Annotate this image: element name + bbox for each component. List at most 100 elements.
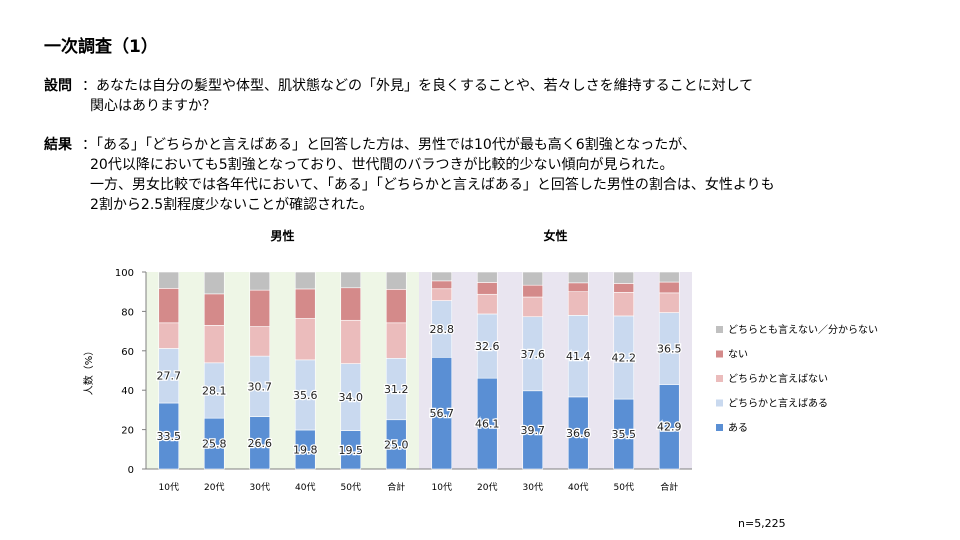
bar-segment: [294, 318, 316, 361]
result-line: 2割から2.5割程度少ないことが確認された。: [90, 197, 374, 213]
data-label: 41.4: [566, 350, 591, 363]
data-label: 25.8: [202, 438, 227, 451]
bar-segment: [522, 271, 544, 286]
data-label: 36.5: [657, 343, 682, 356]
bar-segment: [294, 271, 316, 290]
bar-segment: [249, 271, 271, 291]
bar-segment: [431, 288, 453, 301]
sample-size: n=5,225: [738, 517, 786, 530]
legend-label: どちらとも言えない／分からない: [728, 323, 878, 336]
data-label: 35.6: [293, 389, 318, 402]
bar-segment: [613, 271, 635, 284]
bar-segment: [203, 293, 225, 326]
y-tick-label: 80: [121, 307, 134, 318]
bar-segment: [385, 271, 407, 290]
legend-swatch: [716, 350, 723, 358]
question-line: ：あなたは自分の髪型や体型、肌状態などの「外見」を良くすることや、若々しさを維持…: [82, 78, 754, 94]
bar-segment: [522, 284, 544, 298]
x-tick-label: 10代: [432, 482, 452, 493]
result-label: 結果: [44, 137, 72, 153]
bar-segment: [476, 293, 498, 315]
bar-segment: [658, 292, 680, 313]
bar-segment: [658, 281, 680, 294]
bar-segment: [294, 288, 316, 319]
y-tick-label: 100: [115, 268, 134, 279]
bar-segment: [658, 271, 680, 283]
group-title: 女性: [543, 228, 567, 243]
x-tick-label: 10代: [159, 482, 179, 493]
bar-segment: [476, 271, 498, 283]
y-tick-label: 60: [121, 347, 134, 358]
bar-segment: [158, 322, 180, 349]
bar-segment: [431, 280, 453, 290]
bar-segment: [203, 325, 225, 364]
bar-segment: [613, 283, 635, 293]
data-label: 37.6: [521, 348, 546, 361]
bar-segment: [385, 322, 407, 359]
bar-segment: [567, 291, 589, 316]
bar-segment: [567, 282, 589, 292]
y-tick-label: 20: [121, 426, 134, 437]
result-line: ：「ある」「どちらかと言えばある」と回答した方は、男性では10代が最も高く6割強…: [82, 137, 697, 153]
data-label: 27.7: [157, 370, 182, 383]
group-title: 男性: [270, 228, 294, 243]
bar-segment: [203, 271, 225, 295]
data-label: 30.7: [248, 380, 273, 393]
question-line: 関心はありますか？: [90, 98, 216, 114]
data-label: 34.0: [339, 391, 364, 404]
bar-segment: [385, 289, 407, 324]
page-title: 一次調査（1）: [44, 37, 158, 57]
legend-label: どちらかと言えばない: [728, 372, 828, 385]
bar-segment: [613, 291, 635, 317]
x-tick-label: 20代: [204, 482, 224, 493]
data-label: 28.8: [430, 323, 455, 336]
data-label: 19.5: [339, 444, 364, 457]
data-label: 25.0: [384, 438, 409, 451]
bar-segment: [158, 271, 180, 289]
bar-segment: [158, 288, 180, 324]
data-label: 19.8: [293, 443, 318, 456]
bar-segment: [476, 282, 498, 295]
bar-segment: [522, 296, 544, 318]
bar-segment: [249, 326, 271, 357]
data-label: 42.2: [612, 351, 637, 364]
x-tick-label: 30代: [523, 482, 543, 493]
data-label: 39.7: [521, 424, 546, 437]
x-tick-label: 50代: [341, 482, 361, 493]
data-label: 28.1: [202, 384, 227, 397]
data-label: 46.1: [475, 418, 500, 431]
bar-segment: [249, 289, 271, 327]
y-tick-label: 40: [121, 386, 134, 397]
data-label: 56.7: [430, 407, 455, 420]
x-tick-label: 50代: [614, 482, 634, 493]
legend-swatch: [716, 399, 723, 407]
y-tick-label: 0: [128, 465, 134, 476]
bar-segment: [567, 271, 589, 284]
question-label: 設問: [44, 78, 72, 94]
legend-swatch: [716, 326, 723, 333]
legend-label: どちらかと言えばある: [728, 397, 828, 410]
data-label: 35.5: [612, 428, 637, 441]
legend-label: ある: [728, 422, 748, 434]
data-label: 42.9: [657, 421, 682, 434]
bar-segment: [340, 287, 362, 321]
x-tick-label: 30代: [250, 482, 270, 493]
result-line: 一方、男女比較では各年代において、「ある」「どちらかと言えばある」と回答した男性…: [90, 177, 775, 193]
x-tick-label: 合計: [387, 481, 405, 493]
male-group-background: [146, 272, 419, 469]
data-label: 31.2: [384, 383, 409, 396]
bar-segment: [340, 319, 362, 364]
bar-segment: [431, 271, 453, 282]
data-label: 26.6: [248, 437, 273, 450]
x-tick-label: 合計: [660, 481, 678, 493]
data-label: 33.5: [157, 430, 182, 443]
data-label: 36.6: [566, 427, 591, 440]
x-tick-label: 40代: [295, 482, 315, 493]
x-tick-label: 40代: [568, 482, 588, 493]
female-group-background: [419, 272, 692, 469]
bar-segment: [340, 271, 362, 289]
data-label: 32.6: [475, 340, 500, 353]
y-axis-label: 人数（%）: [82, 346, 95, 396]
x-tick-label: 20代: [477, 482, 497, 493]
